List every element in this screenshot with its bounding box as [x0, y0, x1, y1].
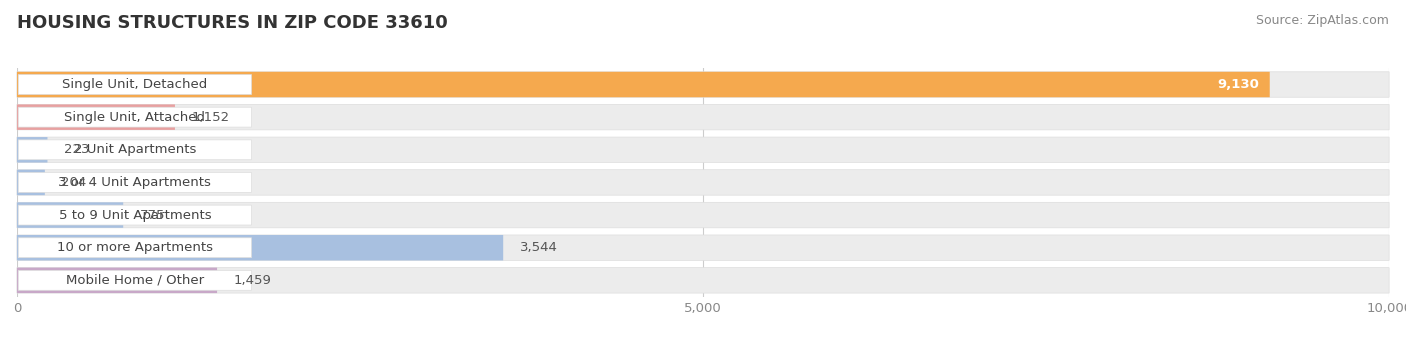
FancyBboxPatch shape [18, 107, 252, 127]
Text: 775: 775 [139, 209, 165, 222]
FancyBboxPatch shape [17, 268, 217, 293]
Text: 223: 223 [63, 143, 90, 156]
FancyBboxPatch shape [17, 72, 1389, 97]
FancyBboxPatch shape [17, 170, 45, 195]
Text: 3,544: 3,544 [520, 241, 558, 254]
FancyBboxPatch shape [17, 137, 1389, 163]
FancyBboxPatch shape [17, 202, 124, 228]
FancyBboxPatch shape [17, 202, 1389, 228]
Text: 3 or 4 Unit Apartments: 3 or 4 Unit Apartments [59, 176, 211, 189]
FancyBboxPatch shape [18, 173, 252, 192]
FancyBboxPatch shape [17, 235, 1389, 261]
FancyBboxPatch shape [17, 72, 1270, 97]
FancyBboxPatch shape [17, 104, 1389, 130]
Text: 1,459: 1,459 [233, 274, 271, 287]
FancyBboxPatch shape [17, 137, 48, 163]
FancyBboxPatch shape [18, 205, 252, 225]
Text: Single Unit, Attached: Single Unit, Attached [65, 111, 205, 124]
Text: 1,152: 1,152 [191, 111, 229, 124]
Text: Source: ZipAtlas.com: Source: ZipAtlas.com [1256, 14, 1389, 27]
Text: 10 or more Apartments: 10 or more Apartments [56, 241, 212, 254]
FancyBboxPatch shape [17, 104, 174, 130]
Text: 204: 204 [62, 176, 87, 189]
FancyBboxPatch shape [18, 238, 252, 258]
FancyBboxPatch shape [18, 75, 252, 94]
Text: Mobile Home / Other: Mobile Home / Other [66, 274, 204, 287]
FancyBboxPatch shape [17, 170, 1389, 195]
FancyBboxPatch shape [18, 140, 252, 160]
FancyBboxPatch shape [17, 235, 503, 261]
Text: 5 to 9 Unit Apartments: 5 to 9 Unit Apartments [59, 209, 211, 222]
FancyBboxPatch shape [18, 270, 252, 290]
FancyBboxPatch shape [17, 268, 1389, 293]
Text: 2 Unit Apartments: 2 Unit Apartments [73, 143, 195, 156]
Text: 9,130: 9,130 [1216, 78, 1258, 91]
Text: HOUSING STRUCTURES IN ZIP CODE 33610: HOUSING STRUCTURES IN ZIP CODE 33610 [17, 14, 447, 32]
Text: Single Unit, Detached: Single Unit, Detached [62, 78, 208, 91]
